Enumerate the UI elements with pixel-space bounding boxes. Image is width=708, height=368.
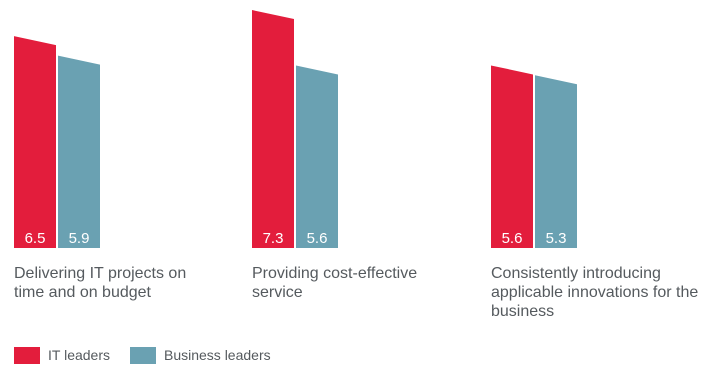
category-label-delivering-it-projects: Delivering IT projects on time and on bu… <box>14 265 187 301</box>
bar-business-leaders-1 <box>58 55 100 248</box>
category-label-cost-effective-service: Providing cost-effective service <box>252 265 418 301</box>
legend-swatch-business-leaders <box>130 346 156 364</box>
bar-business-leaders-2 <box>296 65 338 248</box>
bar-it-leaders-3 <box>491 65 533 248</box>
legend-label-business-leaders: Business leaders <box>164 347 271 363</box>
value-label-business-leaders-2: 5.6 <box>307 230 328 247</box>
value-label-it-leaders-1: 6.5 <box>25 230 46 247</box>
category-label-applicable-innovations: Consistently introducing applicable inno… <box>491 265 699 320</box>
bar-chart-svg: 6.5 5.9 7.3 5.6 5.6 5.3 <box>14 10 577 248</box>
value-label-it-leaders-2: 7.3 <box>263 230 284 247</box>
legend-swatch-it-leaders <box>14 346 40 364</box>
value-label-business-leaders-3: 5.3 <box>546 230 567 247</box>
value-label-it-leaders-3: 5.6 <box>502 230 523 247</box>
bar-business-leaders-3 <box>535 75 577 248</box>
bar-it-leaders-1 <box>14 36 56 248</box>
bar-it-leaders-2 <box>252 10 294 248</box>
legend: IT leaders Business leaders <box>14 346 291 364</box>
value-label-business-leaders-1: 5.9 <box>69 230 90 247</box>
legend-label-it-leaders: IT leaders <box>48 347 110 363</box>
